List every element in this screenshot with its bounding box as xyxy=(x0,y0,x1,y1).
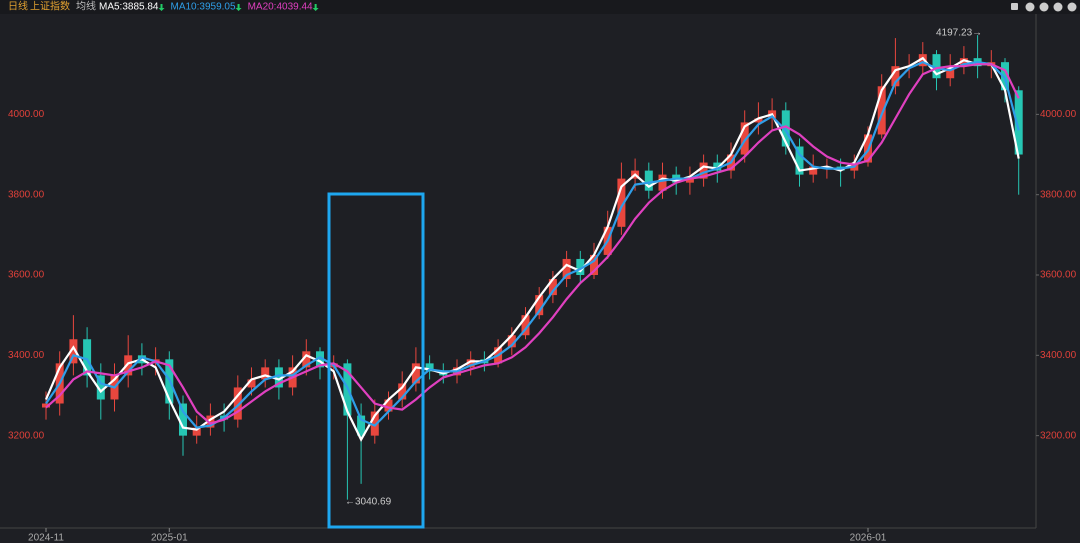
y-tick-label: 3800.00 xyxy=(8,189,45,200)
candle-body xyxy=(384,399,393,412)
candle-body xyxy=(713,162,722,171)
ma-label: 均线 xyxy=(76,0,96,13)
candle-body xyxy=(206,415,215,428)
header-bar xyxy=(0,0,1080,14)
candle-body xyxy=(548,279,557,296)
y-tick-label-right: 3200.00 xyxy=(1040,430,1077,441)
y-tick-label: 3600.00 xyxy=(8,270,45,281)
legend-arrow xyxy=(158,4,165,11)
ma-line xyxy=(45,63,1020,425)
candle-body xyxy=(233,387,242,420)
y-tick-label: 3400.00 xyxy=(8,350,45,361)
candle-body xyxy=(1001,62,1009,91)
candle-body xyxy=(274,367,283,388)
candle-body xyxy=(699,162,708,179)
candle-body xyxy=(83,339,92,376)
legend-entry: MA10:3959.05 xyxy=(171,2,236,13)
reset-icon[interactable] xyxy=(1053,2,1063,12)
legend-entry: MA5:3885.84 xyxy=(99,2,159,13)
y-tick-label-right: 3400.00 xyxy=(1040,350,1077,361)
candle-body xyxy=(535,295,544,316)
candle-body xyxy=(521,315,530,336)
candle-body xyxy=(918,54,927,67)
x-tick-label: 2026-01 xyxy=(850,533,887,543)
candle-body xyxy=(69,339,78,364)
candle-body xyxy=(658,174,667,191)
candle-body xyxy=(370,411,379,436)
y-tick-label: 4000.00 xyxy=(8,109,45,120)
candle-body xyxy=(617,178,626,227)
candle-body xyxy=(932,54,941,79)
candle-body xyxy=(946,66,955,79)
candle-body xyxy=(740,122,749,155)
candle-body xyxy=(192,427,201,436)
x-tick-label: 2024-11 xyxy=(28,533,64,543)
candle-body xyxy=(959,58,968,67)
candle-body xyxy=(877,86,886,135)
candle-body xyxy=(466,359,475,368)
y-tick-label-right: 3600.00 xyxy=(1040,270,1077,281)
candle-body xyxy=(302,351,311,368)
candle-body xyxy=(1014,90,1023,155)
y-tick-label: 3200.00 xyxy=(8,430,45,441)
toolbar xyxy=(1011,2,1077,12)
zoom-out-icon[interactable] xyxy=(1039,2,1049,12)
y-tick-label-right: 3800.00 xyxy=(1040,189,1077,200)
lock-icon[interactable] xyxy=(1011,3,1018,10)
high-annotation: 4197.23→ xyxy=(936,28,982,39)
period-label: 日线 xyxy=(8,0,28,13)
legend: MA5:3885.84 MA10:3959.05 MA20:4039.44 xyxy=(99,2,319,13)
candle-body xyxy=(754,118,763,123)
candle-body xyxy=(562,258,571,280)
legend-entry: MA20:4039.44 xyxy=(248,2,313,13)
plot xyxy=(42,35,1023,500)
candle-body xyxy=(644,170,653,191)
candle-body xyxy=(507,335,516,348)
candle-body xyxy=(124,355,133,376)
candle-body xyxy=(398,383,407,400)
candle-body xyxy=(247,379,256,388)
candle-body xyxy=(425,363,434,372)
candle-body xyxy=(685,178,694,183)
candle-body xyxy=(42,403,50,408)
settings-icon[interactable] xyxy=(1067,2,1077,12)
candle-body xyxy=(261,367,270,380)
low-annotation: ←3040.69 xyxy=(345,497,392,508)
candle-body xyxy=(179,403,187,436)
legend-arrow xyxy=(235,4,242,11)
candle-body xyxy=(590,254,598,276)
x-tick-label: 2025-01 xyxy=(151,533,188,543)
legend-arrow xyxy=(312,4,319,11)
candle-body xyxy=(809,166,818,175)
index-name: 上证指数 xyxy=(30,0,70,13)
zoom-in-icon[interactable] xyxy=(1025,2,1035,12)
candle-body xyxy=(316,351,324,368)
candle-body xyxy=(781,110,790,147)
highlight-box xyxy=(327,192,425,529)
candle-body xyxy=(357,415,366,436)
candle-body xyxy=(576,258,585,276)
candle-body xyxy=(411,363,420,384)
candle-body xyxy=(96,375,105,400)
y-tick-label-right: 4000.00 xyxy=(1040,109,1077,120)
candle-body xyxy=(795,146,804,175)
candle-body xyxy=(891,66,900,87)
